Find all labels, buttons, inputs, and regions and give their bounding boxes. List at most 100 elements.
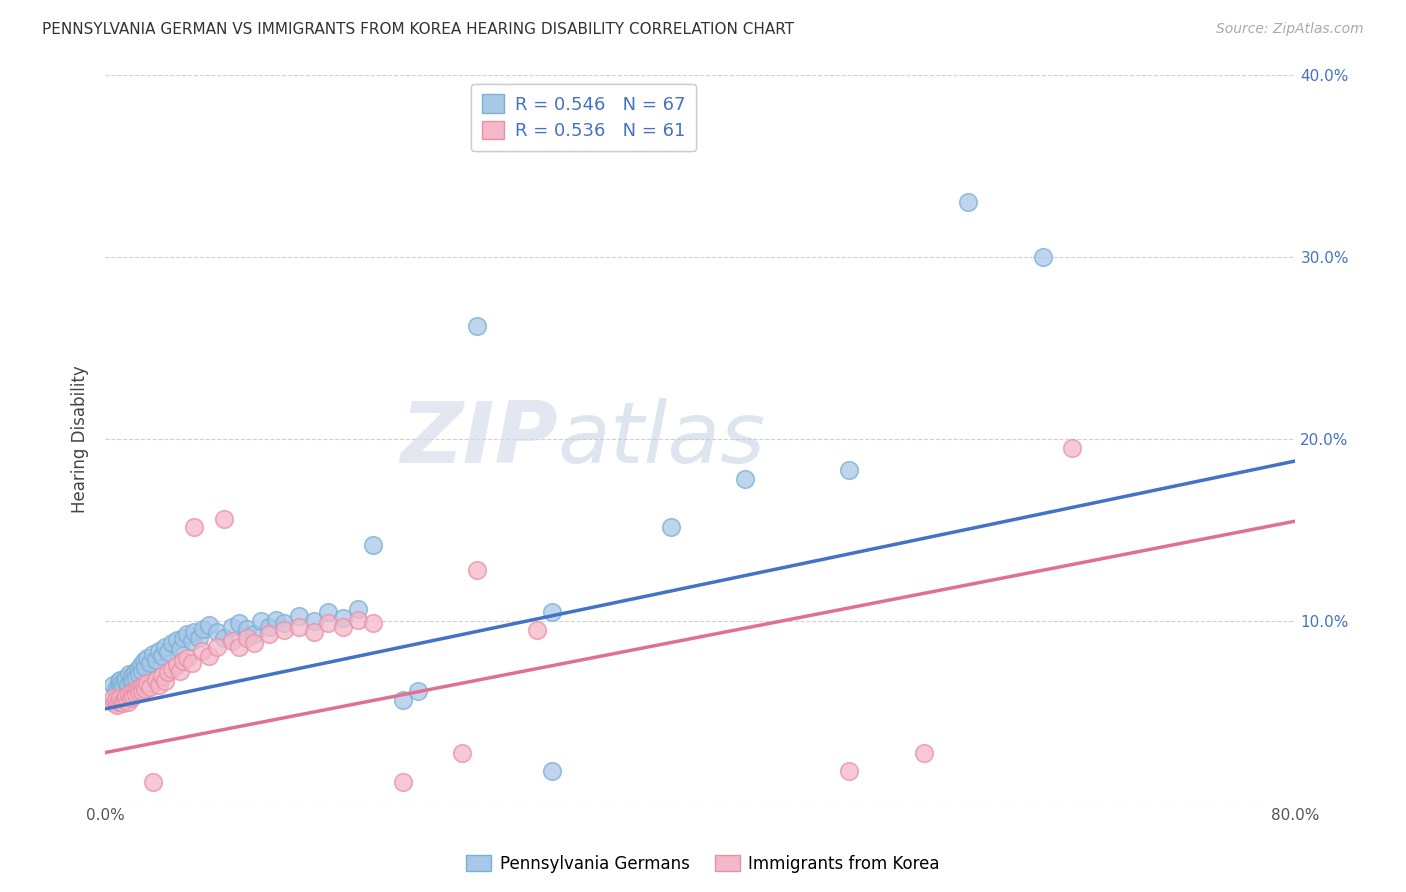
Point <box>115 689 138 703</box>
Point <box>287 608 309 623</box>
Point <box>250 615 273 629</box>
Point <box>128 685 150 699</box>
Point <box>131 683 153 698</box>
Point <box>212 631 235 645</box>
Point <box>318 616 340 631</box>
Point <box>104 692 127 706</box>
Point <box>108 673 131 687</box>
Point <box>122 689 145 703</box>
Point <box>166 658 188 673</box>
Point <box>104 681 127 696</box>
Point <box>112 697 135 711</box>
Point <box>117 678 139 692</box>
Point <box>957 195 980 210</box>
Point <box>125 687 148 701</box>
Point <box>128 667 150 681</box>
Point <box>114 692 136 706</box>
Text: ZIP: ZIP <box>399 398 558 481</box>
Point <box>176 650 198 665</box>
Point <box>110 694 132 708</box>
Point <box>103 697 125 711</box>
Point <box>142 647 165 661</box>
Point <box>132 655 155 669</box>
Point <box>205 625 228 640</box>
Point <box>838 764 860 778</box>
Text: PENNSYLVANIA GERMAN VS IMMIGRANTS FROM KOREA HEARING DISABILITY CORRELATION CHAR: PENNSYLVANIA GERMAN VS IMMIGRANTS FROM K… <box>42 22 794 37</box>
Point <box>332 610 354 624</box>
Point <box>153 640 176 654</box>
Point <box>180 634 202 648</box>
Point <box>118 667 141 681</box>
Point <box>287 620 309 634</box>
Point <box>169 664 191 678</box>
Point <box>135 650 157 665</box>
Point <box>172 631 194 645</box>
Point <box>153 674 176 689</box>
Point <box>166 632 188 647</box>
Point <box>105 685 128 699</box>
Point <box>187 631 209 645</box>
Point <box>273 616 295 631</box>
Point <box>145 652 167 666</box>
Point <box>172 655 194 669</box>
Point <box>169 641 191 656</box>
Point <box>105 698 128 713</box>
Point <box>101 690 124 705</box>
Point <box>406 683 429 698</box>
Point <box>526 624 548 638</box>
Point <box>122 674 145 689</box>
Point <box>451 746 474 760</box>
Point <box>108 690 131 705</box>
Point <box>129 658 152 673</box>
Point <box>347 613 370 627</box>
Text: Source: ZipAtlas.com: Source: ZipAtlas.com <box>1216 22 1364 37</box>
Point <box>243 627 266 641</box>
Point <box>221 620 243 634</box>
Point <box>193 622 215 636</box>
Point <box>235 631 257 645</box>
Point <box>127 662 149 676</box>
Point <box>191 643 214 657</box>
Point <box>107 694 129 708</box>
Point <box>156 665 179 680</box>
Point <box>302 625 325 640</box>
Point <box>205 640 228 654</box>
Point <box>734 472 756 486</box>
Point <box>110 676 132 690</box>
Point <box>101 678 124 692</box>
Point <box>176 627 198 641</box>
Point <box>108 678 131 692</box>
Point <box>142 774 165 789</box>
Legend: Pennsylvania Germans, Immigrants from Korea: Pennsylvania Germans, Immigrants from Ko… <box>460 848 946 880</box>
Y-axis label: Hearing Disability: Hearing Disability <box>72 365 89 513</box>
Point <box>257 620 280 634</box>
Point <box>361 616 384 631</box>
Point <box>465 563 488 577</box>
Point <box>148 643 170 657</box>
Legend: R = 0.546   N = 67, R = 0.536   N = 61: R = 0.546 N = 67, R = 0.536 N = 61 <box>471 84 696 151</box>
Point <box>659 519 682 533</box>
Point <box>332 620 354 634</box>
Point <box>228 640 250 654</box>
Point <box>1031 250 1053 264</box>
Point <box>183 625 205 640</box>
Point <box>465 319 488 334</box>
Point <box>221 634 243 648</box>
Point <box>150 648 173 663</box>
Point <box>115 671 138 685</box>
Point <box>228 616 250 631</box>
Point <box>150 669 173 683</box>
Point <box>114 674 136 689</box>
Point <box>361 538 384 552</box>
Point <box>124 683 146 698</box>
Point <box>1062 441 1084 455</box>
Point <box>131 664 153 678</box>
Point <box>198 618 221 632</box>
Point <box>183 519 205 533</box>
Point <box>198 648 221 663</box>
Point <box>160 662 183 676</box>
Point <box>302 615 325 629</box>
Point <box>145 673 167 687</box>
Text: atlas: atlas <box>558 398 765 481</box>
Point <box>117 694 139 708</box>
